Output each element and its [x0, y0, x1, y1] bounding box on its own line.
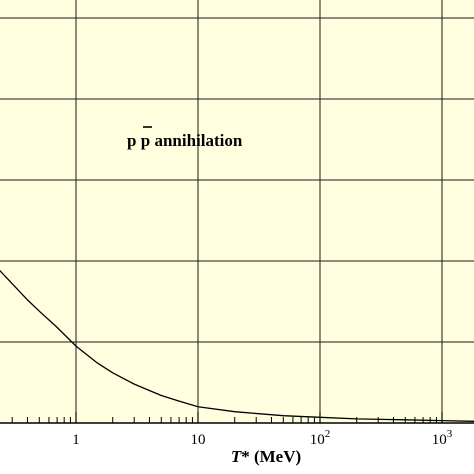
- annotation-prefix: p: [127, 131, 141, 150]
- plot-background: [0, 0, 474, 423]
- x-tick-labels: 1 10 102 103: [72, 428, 453, 448]
- grid-lines: [0, 0, 474, 423]
- x-tick-label: 102: [310, 428, 331, 448]
- x-axis-label: T* (MeV): [231, 447, 301, 466]
- annotation-suffix: annihilation: [150, 131, 243, 150]
- x-tick-label: 10: [191, 432, 206, 448]
- x-tick-label: 1: [72, 432, 80, 448]
- x-axis-label-symbol: T: [231, 447, 242, 466]
- annotation-overbar-letter: p: [141, 131, 150, 150]
- x-minor-ticks: [11, 412, 443, 423]
- series-line: [0, 269, 474, 422]
- annotation: p p annihilation: [127, 131, 243, 150]
- series-layer: [0, 269, 474, 422]
- x-axis-label-rest: * (MeV): [241, 447, 301, 466]
- x-tick-label: 103: [432, 428, 453, 448]
